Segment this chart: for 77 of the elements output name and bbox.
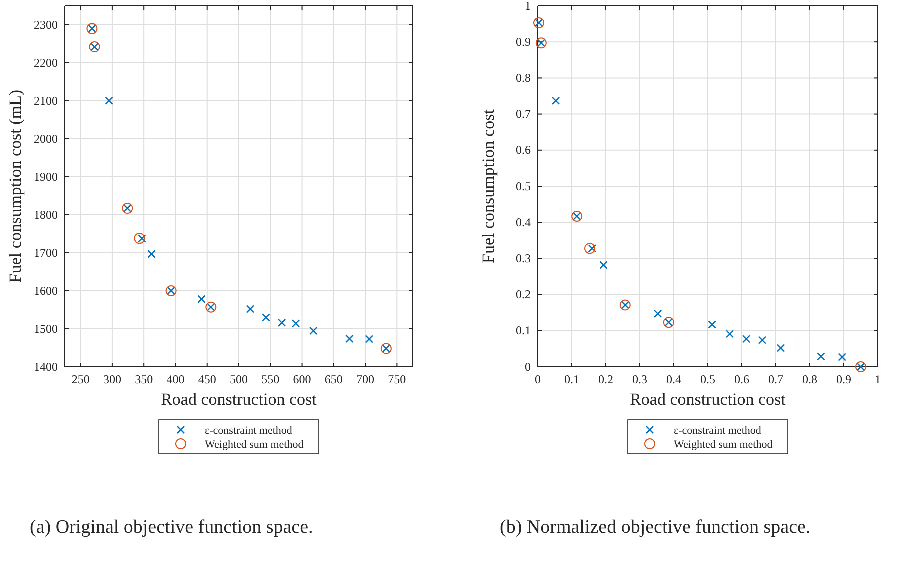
point xyxy=(365,335,374,344)
y-tick-label: 0.4 xyxy=(516,215,531,230)
x-tick-label: 0.5 xyxy=(700,372,716,387)
x-tick-label: 400 xyxy=(166,372,185,387)
x-tick-label: 0.9 xyxy=(836,372,852,387)
x-tick-label: 0.4 xyxy=(666,372,682,387)
y-tick-label: 1800 xyxy=(34,208,58,222)
legend-label: Weighted sum method xyxy=(674,439,774,451)
y-axis-title: Fuel consumption cost (mL) xyxy=(6,90,25,284)
y-tick-label: 0.3 xyxy=(516,252,531,266)
x-tick-label: 450 xyxy=(198,372,216,387)
point xyxy=(552,96,560,106)
point xyxy=(292,320,300,328)
point xyxy=(588,244,597,253)
point xyxy=(654,310,662,318)
point xyxy=(838,353,846,362)
x-axis-title: Road construction cost xyxy=(161,390,318,409)
x-tick-label: 650 xyxy=(324,372,343,387)
text: (a) Original objective function space. xyxy=(30,517,314,538)
x-tick-label: 0.7 xyxy=(768,372,784,387)
y-tick-label: 2100 xyxy=(34,94,58,108)
x-tick-label: 350 xyxy=(135,372,154,387)
y-tick-label: 1900 xyxy=(34,170,58,184)
y-tick-label: 1500 xyxy=(34,322,58,336)
y-tick-label: 2200 xyxy=(34,56,58,70)
y-tick-label: 0.1 xyxy=(516,324,531,338)
text: (b) Normalized objective function space. xyxy=(500,517,811,538)
x-tick-label: 700 xyxy=(356,372,375,387)
point xyxy=(584,243,596,254)
point xyxy=(148,250,156,258)
y-tick-label: 2300 xyxy=(34,18,58,32)
y-tick-label: 0.9 xyxy=(516,34,531,49)
y-tick-label: 0.7 xyxy=(516,107,531,122)
x-tick-label: 500 xyxy=(230,372,248,387)
x-axis-title: Road construction cost xyxy=(630,390,786,409)
x-tick-label: 250 xyxy=(72,372,90,387)
point xyxy=(278,318,286,328)
x-tick-label: 0.8 xyxy=(802,372,818,387)
point xyxy=(310,326,318,336)
y-tick-label: 1700 xyxy=(34,246,58,260)
x-tick-label: 0.2 xyxy=(598,372,614,387)
y-tick-label: 0 xyxy=(525,360,531,374)
point xyxy=(262,313,270,322)
x-tick-label: 0.6 xyxy=(734,372,750,387)
y-tick-label: 0.2 xyxy=(516,288,531,302)
y-tick-label: 2000 xyxy=(34,132,58,146)
point xyxy=(346,334,354,344)
y-axis-title: Fuel consumption cost xyxy=(479,109,498,264)
x-tick-label: 300 xyxy=(103,372,122,387)
point xyxy=(817,352,826,361)
point xyxy=(599,261,608,270)
x-tick-label: 1 xyxy=(875,372,881,387)
point xyxy=(776,344,786,352)
x-tick-label: 750 xyxy=(388,372,406,387)
point xyxy=(198,295,206,304)
y-tick-label: 1600 xyxy=(34,284,58,298)
x-tick-label: 0.3 xyxy=(632,372,648,387)
legend-label: ε-constraint method xyxy=(205,425,293,437)
y-tick-label: 1 xyxy=(525,0,531,13)
point xyxy=(758,336,767,344)
x-tick-label: 600 xyxy=(293,372,312,387)
point xyxy=(138,234,146,243)
x-tick-label: 0.1 xyxy=(564,372,580,387)
point xyxy=(246,305,255,314)
point xyxy=(708,320,717,329)
point xyxy=(726,330,734,338)
y-tick-label: 0.5 xyxy=(516,179,531,194)
y-tick-label: 0.8 xyxy=(516,71,531,86)
legend-label: Weighted sum method xyxy=(205,439,304,451)
x-tick-label: 550 xyxy=(262,372,280,387)
y-tick-label: 1400 xyxy=(34,360,58,374)
legend-label: ε-constraint method xyxy=(674,425,762,437)
point xyxy=(105,96,114,106)
point xyxy=(134,233,146,244)
y-tick-label: 0.6 xyxy=(516,143,531,158)
x-tick-label: 0 xyxy=(535,372,541,387)
point xyxy=(742,335,751,344)
